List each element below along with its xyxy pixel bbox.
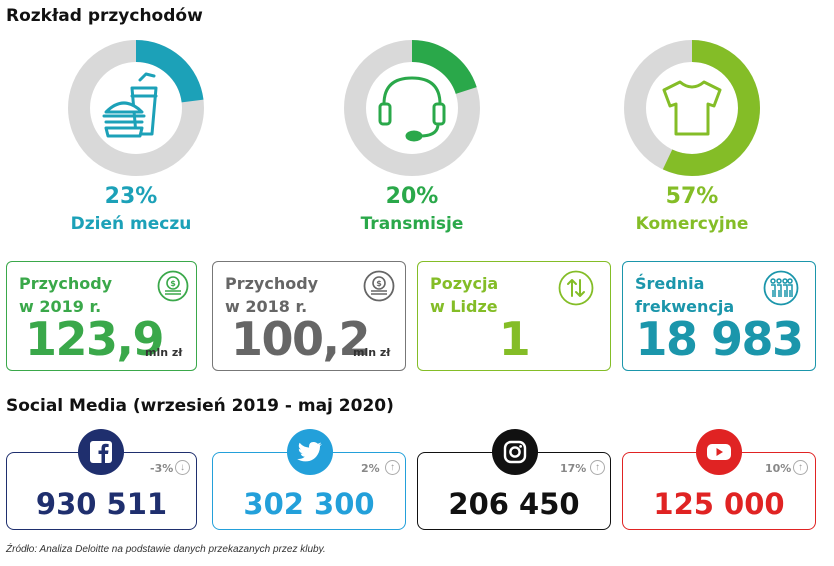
donut-segment xyxy=(624,40,760,176)
revenue-2019-label-line1: Przychody xyxy=(19,274,113,293)
league-position-label-line2: w Lidze xyxy=(430,297,498,316)
youtube-card: 10% ↑ 125 000 xyxy=(622,452,816,530)
league-position-label-line1: Pozycja xyxy=(430,274,499,293)
food-drink-icon xyxy=(102,72,158,138)
revenue-2018-card: Przychody w 2018 r. $ 100,2 mln zł xyxy=(212,261,406,371)
youtube-icon[interactable] xyxy=(696,429,742,475)
youtube-change: 10% xyxy=(765,462,792,475)
matchday-percent: 23% xyxy=(104,184,158,209)
league-position-value: 1 xyxy=(498,312,531,366)
donut-chart-matchday xyxy=(68,40,204,176)
instagram-card: 17% ↑ 206 450 xyxy=(417,452,611,530)
youtube-followers: 125 000 xyxy=(653,487,785,521)
people-icon xyxy=(763,270,799,306)
instagram-change: 17% xyxy=(560,462,587,475)
arrow-up-icon: ↑ xyxy=(590,460,605,475)
donut-segment xyxy=(344,40,480,176)
league-position-card: Pozycja w Lidze 1 xyxy=(417,261,611,371)
revenue-2018-value: 100,2 xyxy=(231,312,371,366)
instagram-icon[interactable] xyxy=(492,429,538,475)
instagram-followers: 206 450 xyxy=(448,487,580,521)
commercial-percent: 57% xyxy=(665,184,719,209)
donut-segment xyxy=(68,40,204,176)
twitter-change: 2% xyxy=(361,462,380,475)
revenue-2019-value: 123,9 xyxy=(25,312,165,366)
svg-text:$: $ xyxy=(170,279,176,288)
donut-chart-broadcast xyxy=(344,40,480,176)
arrow-up-icon: ↑ xyxy=(385,460,400,475)
broadcast-percent: 20% xyxy=(385,184,439,209)
twitter-followers: 302 300 xyxy=(243,487,375,521)
attendance-card: Średnia frekwencja 18 983 xyxy=(622,261,816,371)
revenue-2019-card: Przychody w 2019 r. $ 123,9 mln zł xyxy=(6,261,197,371)
twitter-icon[interactable] xyxy=(287,429,333,475)
revenue-2018-label-line1: Przychody xyxy=(225,274,319,293)
revenue-2018-label-line2: w 2018 r. xyxy=(225,297,308,316)
attendance-label-line1: Średnia xyxy=(635,274,705,293)
attendance-label-line2: frekwencja xyxy=(635,297,735,316)
social-media-title: Social Media (wrzesień 2019 - maj 2020) xyxy=(6,396,394,416)
arrow-down-icon: ↓ xyxy=(175,460,190,475)
matchday-label: Dzień meczu xyxy=(70,214,192,234)
revenue-2019-label-line2: w 2019 r. xyxy=(19,297,102,316)
coins-icon: $ xyxy=(157,270,189,302)
revenue-2019-unit: mln zł xyxy=(145,346,183,359)
twitter-card: 2% ↑ 302 300 xyxy=(212,452,406,530)
arrow-up-icon: ↑ xyxy=(793,460,808,475)
attendance-value: 18 983 xyxy=(635,312,804,366)
facebook-followers: 930 511 xyxy=(35,487,168,521)
source-note: Źródło: Analiza Deloitte na podstawie da… xyxy=(6,544,326,555)
up-down-arrows-icon xyxy=(558,270,594,306)
facebook-card: -3% ↓ 930 511 xyxy=(6,452,197,530)
revenue-2018-unit: mln zł xyxy=(353,346,391,359)
commercial-label: Komercyjne xyxy=(635,214,749,234)
coins-icon: $ xyxy=(363,270,395,302)
broadcast-label: Transmisje xyxy=(360,214,464,234)
headset-icon xyxy=(378,76,446,142)
donut-chart-commercial xyxy=(624,40,760,176)
tshirt-icon xyxy=(662,80,722,136)
facebook-change: -3% xyxy=(150,462,174,475)
facebook-icon[interactable] xyxy=(78,429,124,475)
section-title: Rozkład przychodów xyxy=(6,6,203,26)
svg-text:$: $ xyxy=(376,279,382,288)
